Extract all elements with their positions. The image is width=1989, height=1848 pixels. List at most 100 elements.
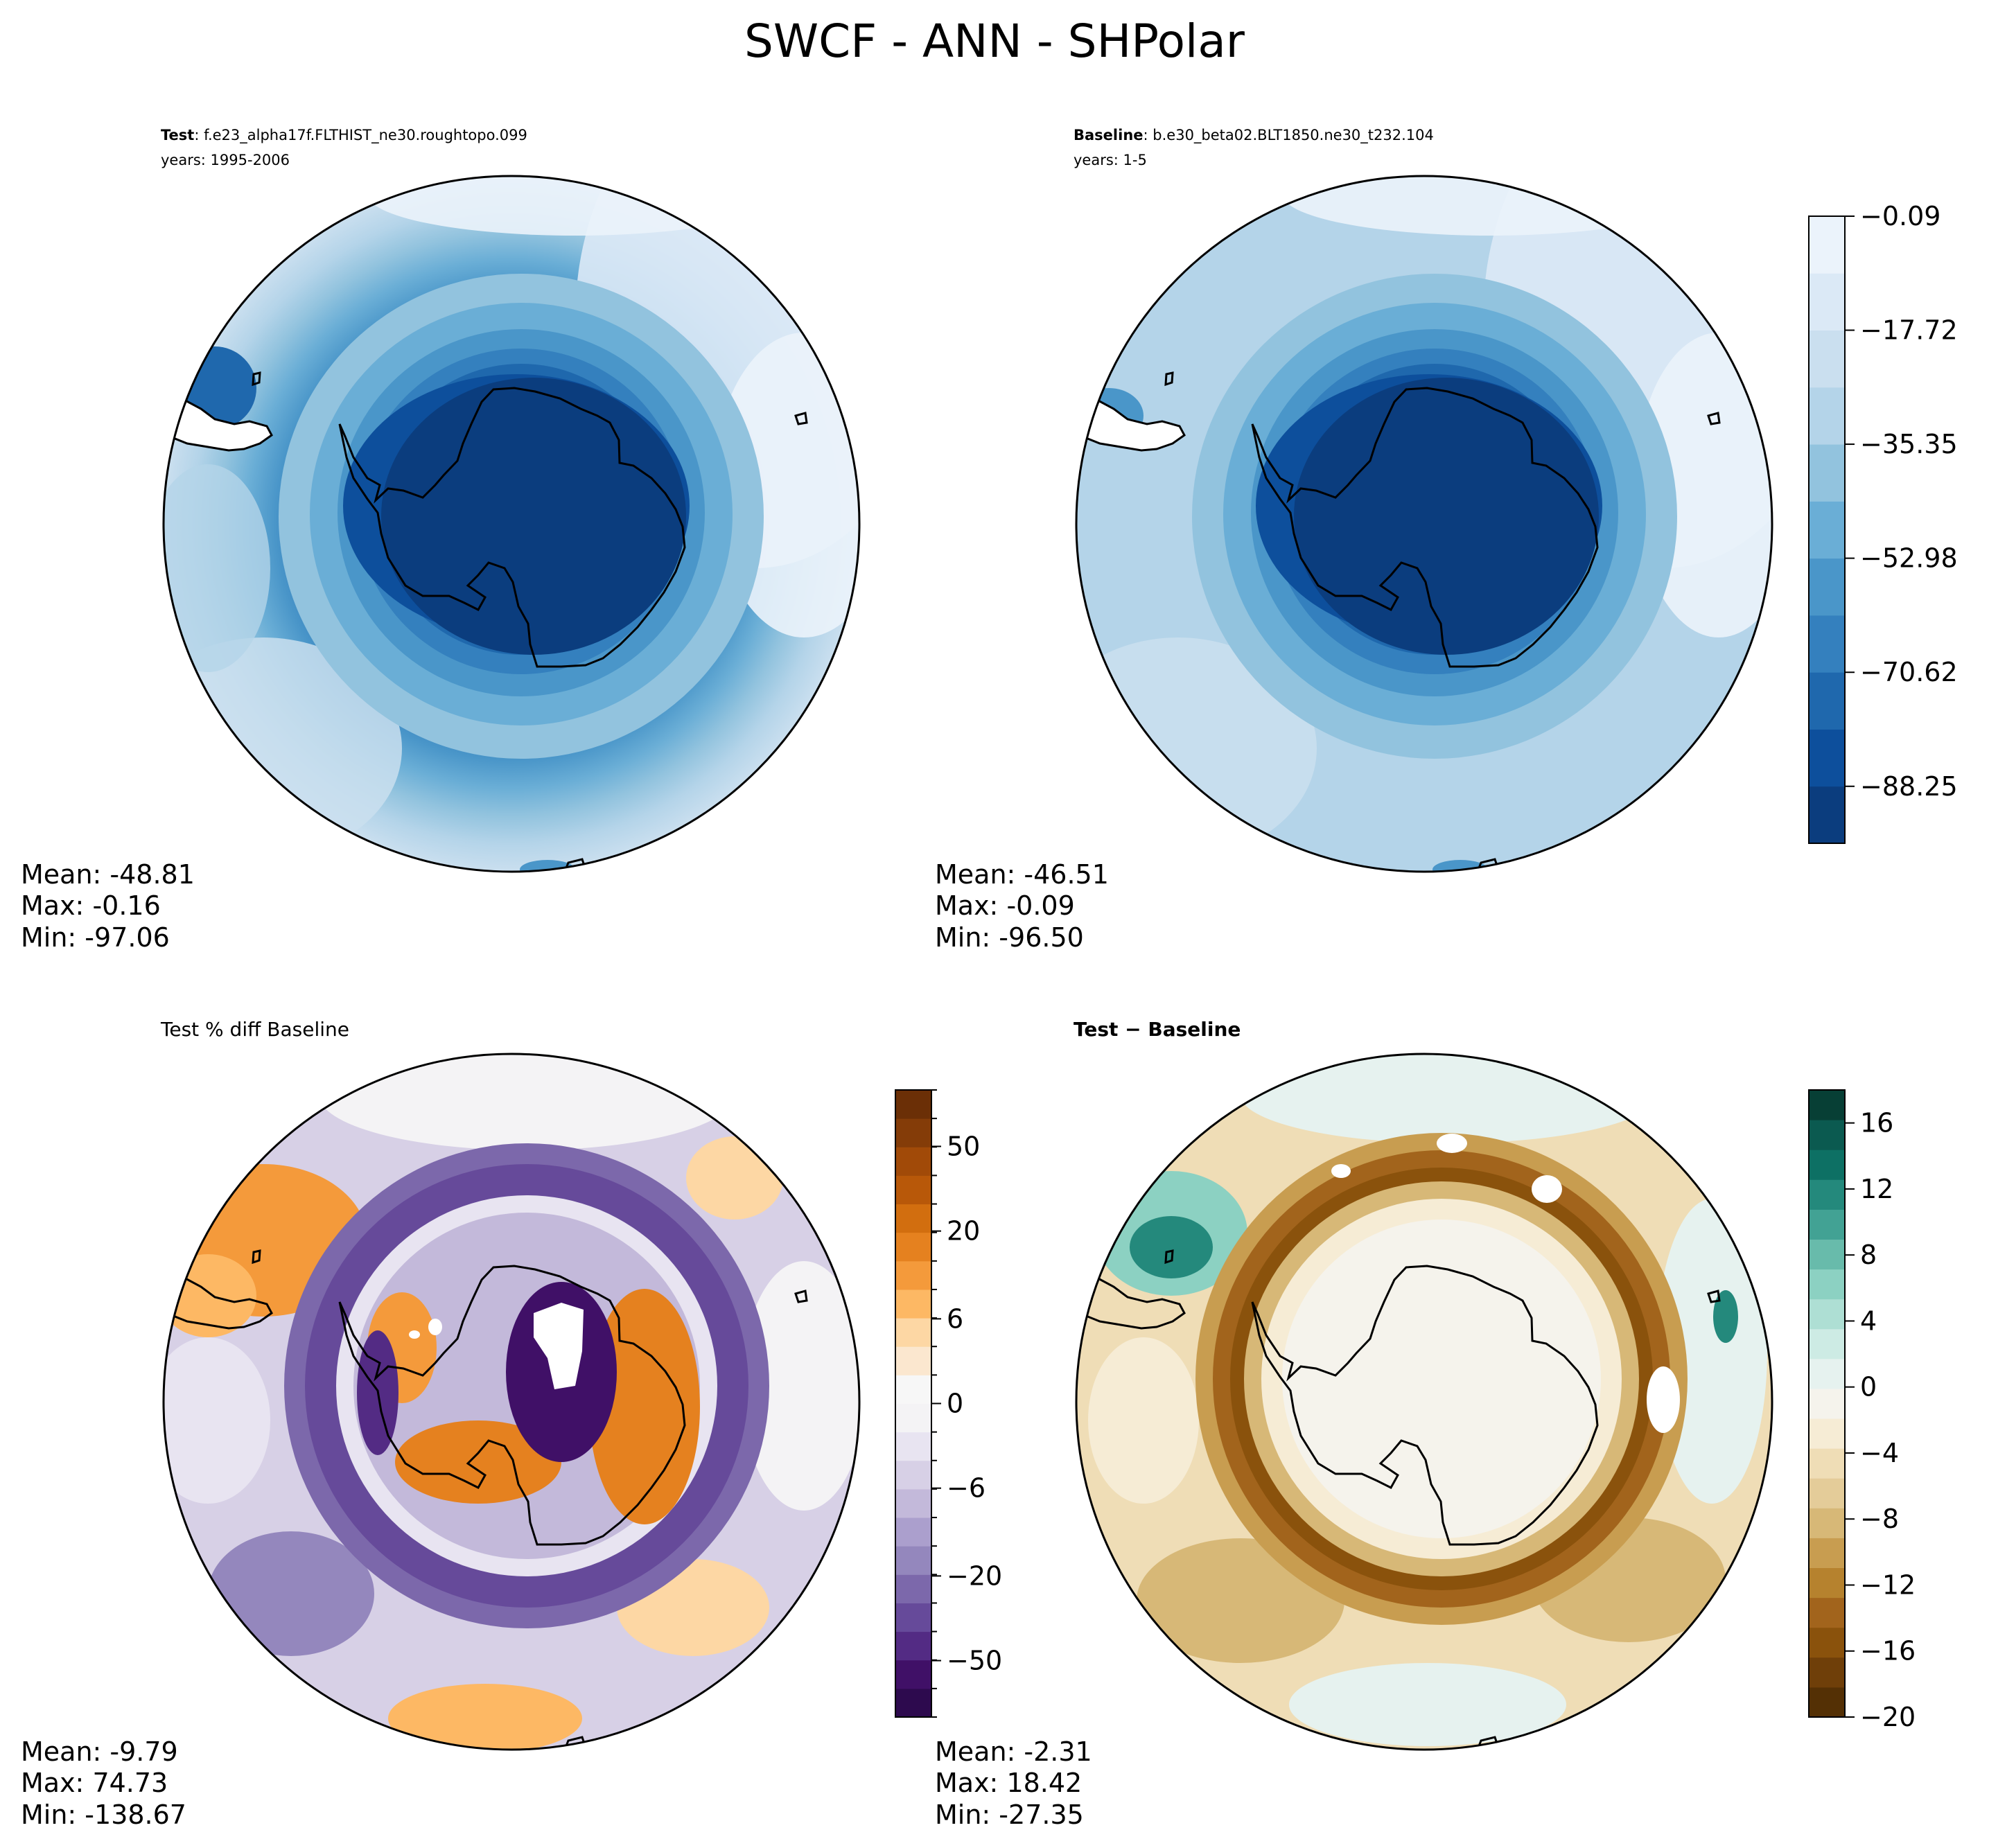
test-map-border xyxy=(162,175,861,873)
pctdiff-colorbar-segment xyxy=(895,1232,931,1262)
pctdiff-outer-orange-topright xyxy=(686,1136,783,1220)
panel-diff: Test − Baseline xyxy=(935,1018,1916,1830)
diff-colorbar-segment xyxy=(1809,1448,1845,1479)
pctdiff-colorbar-segment xyxy=(895,1546,931,1575)
pctdiff-colorbar-tick-label: 0 xyxy=(947,1389,963,1419)
test-map xyxy=(164,176,859,872)
diff-label-baseline: Baseline xyxy=(1148,1018,1241,1041)
diff-teal-nw-dark xyxy=(1130,1216,1213,1278)
pctdiff-antarctica-coastline xyxy=(338,1265,686,1546)
pctdiff-colorbar-segment xyxy=(895,1260,931,1290)
pctdiff-colorbar-segment xyxy=(895,1688,931,1718)
pctdiff-colorbar-segment xyxy=(895,1517,931,1547)
pctdiff-mean: Mean: -9.79 xyxy=(21,1736,178,1767)
diff-outer-white-left xyxy=(1088,1337,1199,1504)
diff-colorbar-frame xyxy=(1808,1089,1846,1718)
diff-outer-white-top xyxy=(1241,1054,1656,1143)
baseline-colorbar-segment xyxy=(1809,444,1845,502)
pctdiff-colorbar-segment xyxy=(895,1090,931,1119)
diff-colorbar-tick-label: 16 xyxy=(1860,1108,1893,1138)
baseline-colorbar-tick-label: −0.09 xyxy=(1860,201,1940,231)
diff-colorbar-segment xyxy=(1809,1508,1845,1538)
baseline-colorbar-segment xyxy=(1809,672,1845,730)
baseline-colorbar-tick-label: −35.35 xyxy=(1860,429,1958,459)
diff-hole-1 xyxy=(1437,1134,1467,1153)
baseline-label-bold: Baseline xyxy=(1074,127,1144,143)
pctdiff-orange-inner-east xyxy=(589,1289,700,1524)
pctdiff-island-right xyxy=(794,1290,808,1303)
pctdiff-colorbar-segment xyxy=(895,1603,931,1633)
diff-colorbar-tick-label: 4 xyxy=(1860,1305,1877,1336)
test-outer-lighter-top xyxy=(367,176,783,236)
baseline-colorbar-frame xyxy=(1808,215,1846,844)
pctdiff-outer-white-left xyxy=(164,1337,270,1504)
diff-colorbar-segment xyxy=(1809,1239,1845,1270)
pctdiff-colorbar-segment xyxy=(895,1147,931,1176)
diff-colorbar-segment xyxy=(1809,1358,1845,1389)
baseline-map-border xyxy=(1075,175,1773,873)
baseline-min: Min: -96.50 xyxy=(935,922,1084,953)
test-island-right xyxy=(794,412,808,425)
diff-colorbar-segment xyxy=(1809,1328,1845,1359)
diff-label-test: Test xyxy=(1074,1018,1118,1041)
test-panel-label: Test: f.e23_alpha17f.FLTHIST_ne30.rought… xyxy=(161,127,527,144)
diff-colorbar-segment xyxy=(1809,1538,1845,1569)
baseline-map xyxy=(1076,176,1772,872)
diff-mean: Mean: -2.31 xyxy=(935,1736,1092,1767)
diff-island-right xyxy=(1707,1290,1721,1303)
pctdiff-colorbar-segment xyxy=(895,1660,931,1689)
diff-outer-teal-bottom xyxy=(1289,1663,1566,1746)
test-label-bold: Test xyxy=(161,127,194,143)
diff-colorbar-tick-label: −12 xyxy=(1860,1569,1916,1600)
pctdiff-colorbar-tick-label: 50 xyxy=(947,1131,980,1161)
panel-test: Test: f.e23_alpha17f.FLTHIST_ne30.rought… xyxy=(21,127,861,953)
pctdiff-colorbar-segment xyxy=(895,1432,931,1461)
diff-colorbar-segment xyxy=(1809,1299,1845,1330)
baseline-antarctica-coastline xyxy=(1251,387,1599,668)
diff-panel-label: Test − Baseline xyxy=(1074,1018,1241,1041)
test-years: years: 1995-2006 xyxy=(161,152,290,168)
baseline-colorbar-segment xyxy=(1809,216,1845,274)
pctdiff-colorbar-segment xyxy=(895,1574,931,1603)
pctdiff-outer-white-top xyxy=(319,1054,735,1150)
pctdiff-panel-label: Test % diff Baseline xyxy=(160,1018,349,1041)
baseline-years: years: 1-5 xyxy=(1074,152,1147,168)
diff-colorbar-tick-label: −20 xyxy=(1860,1702,1916,1732)
test-south-america-coastline xyxy=(164,397,273,452)
diff-colorbar-segment xyxy=(1809,1120,1845,1150)
pctdiff-colorbar-segment xyxy=(895,1318,931,1347)
baseline-core xyxy=(1294,378,1599,655)
diff-teal-east xyxy=(1713,1290,1738,1343)
pctdiff-outer-purple-lowleft xyxy=(208,1531,374,1656)
panel-pctdiff: Test % diff Baseline xyxy=(21,1018,1002,1830)
test-case-name: f.e23_alpha17f.FLTHIST_ne30.roughtopo.09… xyxy=(204,127,527,144)
pctdiff-south-america-coastline xyxy=(164,1275,273,1330)
diff-colorbar-tick-label: 12 xyxy=(1860,1174,1893,1204)
pctdiff-colorbar-tick-label: −6 xyxy=(947,1473,985,1504)
diff-antarctica-coastline xyxy=(1251,1265,1599,1546)
panel-baseline: Baseline: b.e30_beta02.BLT1850.ne30_t232… xyxy=(935,127,1958,953)
baseline-colorbar: −0.09 −17.72 −35.35 −52.98 −70.62 −88.25 xyxy=(1808,201,1958,844)
baseline-colorbar-segment xyxy=(1809,330,1845,388)
baseline-colorbar-tick-label: −70.62 xyxy=(1860,657,1958,687)
diff-colorbar-segment xyxy=(1809,1567,1845,1599)
pctdiff-colorbar-tick-label: 20 xyxy=(947,1216,980,1247)
diff-colorbar-segment xyxy=(1809,1657,1845,1688)
diff-colorbar-segment xyxy=(1809,1597,1845,1628)
pctdiff-white-hole-center xyxy=(534,1303,584,1389)
baseline-south-america-coastline xyxy=(1076,397,1186,452)
diff-falklands xyxy=(1164,1249,1174,1265)
diff-colorbar-segment xyxy=(1809,1150,1845,1180)
pctdiff-colorbar-segment xyxy=(895,1460,931,1490)
diff-colorbar-segment xyxy=(1809,1418,1845,1449)
pctdiff-map xyxy=(164,1054,859,1750)
pctdiff-min: Min: -138.67 xyxy=(21,1799,186,1830)
baseline-max: Max: -0.09 xyxy=(935,890,1075,921)
baseline-case-name: b.e30_beta02.BLT1850.ne30_t232.104 xyxy=(1153,127,1434,144)
baseline-colorbar-segment xyxy=(1809,786,1845,844)
pctdiff-map-border xyxy=(162,1053,861,1751)
pctdiff-colorbar-segment xyxy=(895,1204,931,1233)
baseline-mean: Mean: -46.51 xyxy=(935,859,1109,890)
test-core xyxy=(381,378,686,655)
